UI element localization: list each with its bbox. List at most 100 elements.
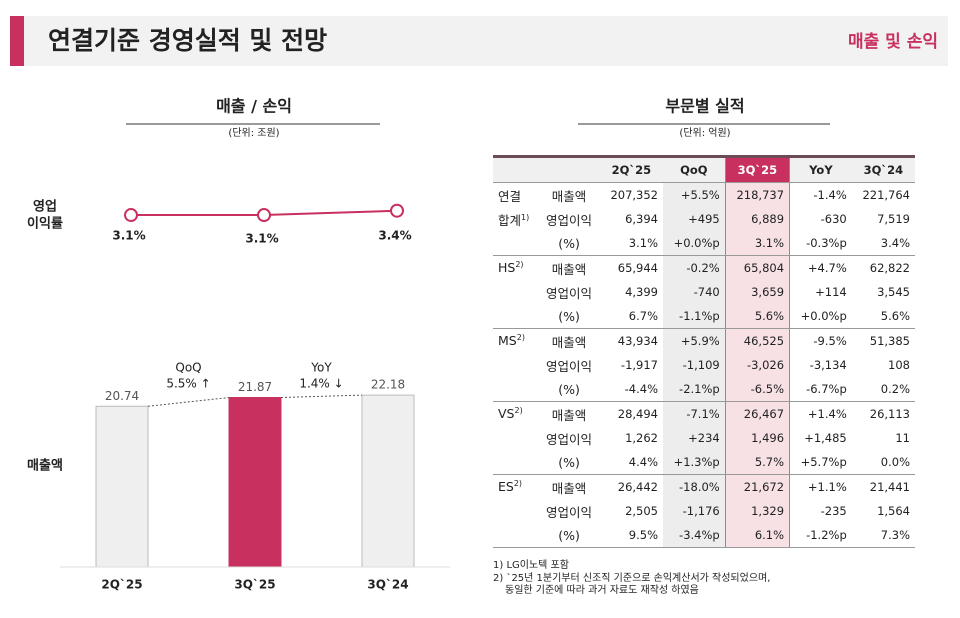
group-name: MS (498, 333, 517, 349)
cell: 46,525 (724, 328, 791, 353)
value-label: 3.1% (245, 232, 278, 246)
cell: -7.1% (663, 401, 726, 426)
row-label: 매출액 (551, 188, 587, 204)
group-cell: HS2) (493, 256, 538, 281)
cell: 1,496 (724, 426, 791, 450)
footnote-ref: 2) (516, 333, 525, 343)
row-label: 영업이익 (546, 358, 593, 374)
x-tick-label: 3Q`24 (367, 578, 408, 592)
table-row: 영업이익 2,505 -1,176 1,329 -235 1,564 (493, 499, 915, 523)
group-name: VS (498, 406, 515, 422)
cell: -1.4% (813, 188, 847, 202)
header-cell: 2Q`25 (599, 155, 663, 183)
header-cell: 3Q`24 (851, 155, 915, 183)
table-row: 영업이익 4,399 -740 3,659 +114 3,545 (493, 280, 915, 304)
group-name: 연결 (498, 188, 522, 204)
group-cell (493, 353, 538, 377)
cell: 51,385 (869, 334, 910, 348)
row-label: 매출액 (551, 261, 587, 277)
table-row: (%) 4.4% +1.3%p 5.7% +5.7%p 0.0% (493, 450, 915, 475)
cell: -3,134 (809, 358, 847, 372)
cell: -9.5% (813, 334, 847, 348)
cell: 0.2% (851, 377, 915, 402)
table-row: 영업이익 -1,917 -1,109 -3,026 -3,134 108 (493, 353, 915, 377)
cell: -740 (663, 280, 726, 304)
cell: 65,804 (724, 255, 791, 280)
row-label: (%) (538, 523, 600, 548)
group-cell (493, 499, 538, 523)
cell: 5.6% (724, 304, 791, 329)
table-row: (%) 3.1% +0.0%p 3.1% -0.3%p 3.4% (493, 231, 915, 256)
cell: 3.1% (724, 231, 791, 256)
accent-bar (10, 16, 24, 66)
table-row: (%) 9.5% -3.4%p 6.1% -1.2%p 7.3% (493, 523, 915, 548)
table-row: ES2) 매출액 26,442 -18.0% 21,672 +1.1% 21,441 (493, 474, 915, 499)
cell: 1,329 (724, 499, 791, 523)
row-label: 영업이익 (546, 504, 593, 520)
header-cell: YoY (789, 155, 852, 183)
table-row: (%) 6.7% -1.1%p 5.6% +0.0%p 5.6% (493, 304, 915, 329)
cell: +1.4% (807, 407, 847, 421)
table-row: MS2) 매출액 43,934 +5.9% 46,525 -9.5% 51,385 (493, 328, 915, 354)
note: 2) `25년 1분기부터 신조직 기준으로 손익계산서가 작성되었으며, (493, 572, 771, 584)
table-row: (%) -4.4% -2.1%p -6.5% -6.7%p 0.2% (493, 377, 915, 402)
cell: +234 (663, 426, 726, 450)
cell: +114 (815, 285, 847, 299)
note: 1) LG이노텍 포함 (493, 560, 569, 571)
cell: -4.4% (599, 377, 663, 402)
cell: 7.3% (851, 523, 915, 548)
cell: 0.0% (851, 450, 915, 475)
cell: -3,026 (724, 353, 791, 377)
cell: +495 (663, 207, 726, 231)
header-cell: 3Q`25 (724, 155, 791, 183)
group-cell (493, 231, 539, 256)
value-label: 20.74 (105, 389, 139, 403)
cell: -1,176 (663, 499, 726, 523)
annotation-text: 1.4% ↓ (299, 377, 343, 391)
table-row: 합계1) 영업이익 6,394 +495 6,889 -630 7,519 (493, 207, 915, 231)
cell: 207,352 (610, 188, 658, 202)
cell: 7,519 (877, 212, 910, 226)
cell: -1.2%p (789, 523, 852, 548)
chart-title: 매출 / 손익 (216, 97, 292, 116)
cell: -235 (820, 504, 847, 518)
value-label: 3.1% (112, 229, 145, 243)
group-cell (493, 304, 539, 329)
cell: 26,442 (617, 480, 658, 494)
header-cell (493, 155, 539, 183)
margin-point (390, 203, 404, 218)
cell: 3,659 (724, 280, 791, 304)
annotation-text: 5.5% ↑ (166, 377, 210, 391)
table-row: HS2) 매출액 65,944 -0.2% 65,804 +4.7% 62,822 (493, 255, 915, 281)
cell: -3.4%p (663, 523, 726, 548)
group-cell (493, 426, 538, 450)
value-label: 21.87 (238, 380, 272, 394)
cell: 11 (895, 431, 910, 445)
cell: 3.1% (599, 231, 663, 256)
bar (361, 394, 415, 568)
cell: 65,944 (617, 261, 658, 275)
cell: +5.5% (663, 182, 726, 207)
row-label: 영업이익 (546, 431, 593, 447)
footnote-ref: 2) (515, 260, 524, 270)
header-cell (538, 155, 600, 183)
group-cell: MS2) (493, 329, 538, 354)
cell: -18.0% (663, 474, 726, 499)
row-label: 매출액 (551, 334, 587, 350)
cell: 26,467 (724, 401, 791, 426)
cell: 108 (888, 358, 910, 372)
unit: (단위: 억원) (679, 126, 730, 139)
margin-point (124, 208, 138, 223)
cell: +1,485 (804, 431, 847, 445)
footnote-ref: 2) (513, 479, 523, 489)
cell: 1,564 (877, 504, 910, 518)
header-cell: QoQ (663, 155, 726, 183)
row-label: 이익률 (27, 216, 63, 232)
cell: -6.5% (724, 377, 791, 402)
cell: +1.1% (807, 480, 847, 494)
cell: 21,672 (724, 474, 791, 499)
row-label: 영업 (33, 200, 57, 215)
cell: +5.9% (663, 328, 726, 353)
